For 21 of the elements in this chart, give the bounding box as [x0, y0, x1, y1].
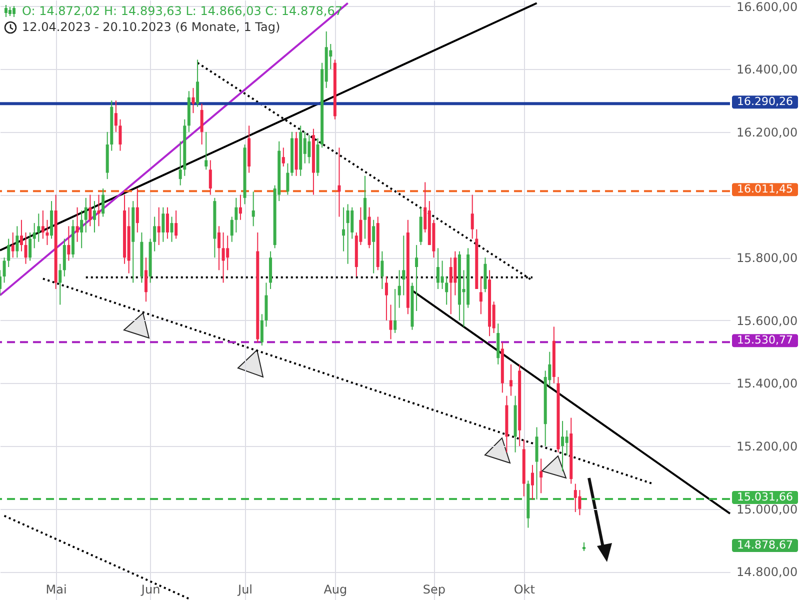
y-tick-label: 15.800,00 — [736, 251, 798, 266]
y-tick-label: 15.200,00 — [736, 440, 798, 454]
x-tick-label: Sep — [422, 582, 446, 596]
y-tick-label: 16.600,00 — [736, 0, 798, 14]
ref-line-label: 15.031,66 — [737, 490, 793, 504]
text: 12.04.2023 - 20.10.2023 (6 Monate, 1 Tag) — [22, 19, 280, 35]
y-tick-label: 15.600,00 — [736, 314, 798, 328]
ref-line-label: 16.290,26 — [737, 95, 793, 108]
y-tick-label: 16.200,00 — [736, 125, 798, 140]
y-tick-label: 14.800,00 — [736, 565, 798, 580]
x-tick-label: Okt — [514, 582, 536, 596]
y-tick-label: 16.400,00 — [736, 62, 798, 77]
x-tick-label: Jul — [237, 582, 253, 596]
x-tick-label: Mai — [46, 582, 67, 596]
ref-line-label: 15.530,77 — [737, 334, 793, 347]
y-tick-label: 15.000,00 — [736, 502, 798, 516]
y-tick-label: 15.400,00 — [736, 376, 798, 391]
text: 14.878,67 — [737, 538, 793, 552]
ref-line-label: 16.011,45 — [737, 182, 793, 196]
x-tick-label: Aug — [324, 582, 348, 596]
x-tick-label: Jun — [140, 582, 160, 596]
